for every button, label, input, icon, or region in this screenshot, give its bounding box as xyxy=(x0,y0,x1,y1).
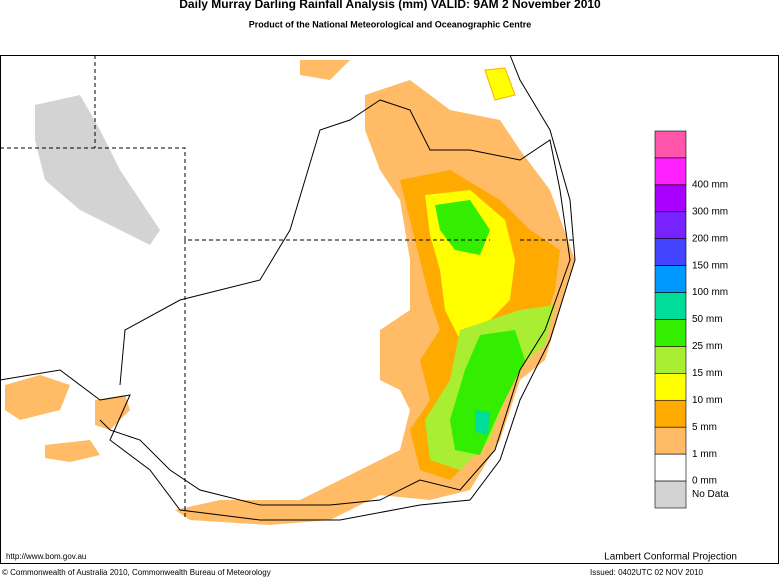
legend-label: 400 mm xyxy=(692,179,728,190)
legend-swatch xyxy=(654,319,687,347)
projection: Lambert Conformal Projection xyxy=(604,552,737,563)
rain-area xyxy=(435,200,490,255)
legend-label: 300 mm xyxy=(692,206,728,217)
legend-swatch xyxy=(654,157,687,186)
legend-swatch xyxy=(654,399,687,428)
rain-area xyxy=(45,440,100,462)
legend-swatch xyxy=(654,426,687,455)
legend-swatch xyxy=(654,265,687,293)
state-border xyxy=(0,147,575,520)
rain-area xyxy=(95,395,130,430)
coastline xyxy=(0,54,576,521)
legend-label: 25 mm xyxy=(692,341,723,352)
legend-label: No Data xyxy=(692,489,729,500)
basin-boundary xyxy=(99,99,571,506)
url: http://www.bom.gov.au xyxy=(6,552,86,561)
legend-swatch xyxy=(654,453,687,482)
rain-area xyxy=(484,67,516,101)
legend-swatch xyxy=(654,184,687,213)
legend-swatch xyxy=(654,292,687,320)
legend-swatch xyxy=(654,373,687,401)
map xyxy=(0,54,779,564)
copyright: © Commonwealth of Australia 2010, Common… xyxy=(2,568,271,577)
rain-area xyxy=(300,60,350,80)
rain-area xyxy=(450,330,525,455)
legend-label: 5 mm xyxy=(692,422,717,433)
legend: 400 mm 300 mm 200 mm 150 mm 100 mm 50 mm 25 mm… xyxy=(654,130,729,509)
title: Daily Murray Darling Rainfall Analysis (… xyxy=(179,0,601,11)
no-data-area xyxy=(35,95,160,245)
rain-area xyxy=(475,410,490,435)
legend-swatch xyxy=(654,480,687,509)
legend-label: 50 mm xyxy=(692,314,723,325)
legend-label: 200 mm xyxy=(692,233,728,244)
legend-label: 100 mm xyxy=(692,287,728,298)
legend-swatch xyxy=(654,238,687,266)
legend-label: 150 mm xyxy=(692,260,728,271)
issued: Issued: 0402UTC 02 NOV 2010 xyxy=(590,568,704,577)
legend-swatch xyxy=(654,211,687,240)
legend-label: 15 mm xyxy=(692,368,723,379)
legend-label: 10 mm xyxy=(692,395,723,406)
subtitle: Product of the National Meteorological a… xyxy=(249,19,532,29)
legend-label: 1 mm xyxy=(692,449,717,460)
legend-swatch xyxy=(654,130,687,159)
rain-area xyxy=(5,375,70,420)
legend-label: 0 mm xyxy=(692,476,717,487)
legend-swatch xyxy=(654,346,687,374)
